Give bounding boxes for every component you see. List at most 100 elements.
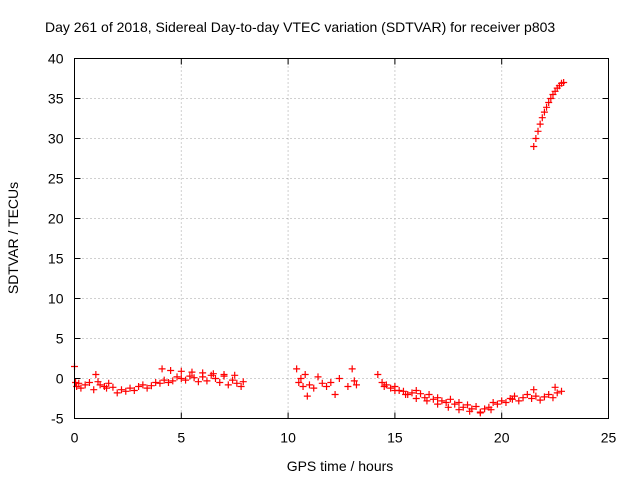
x-tick-label: 0	[71, 430, 79, 446]
data-point	[169, 377, 177, 385]
data-point	[323, 383, 331, 390]
data-point	[239, 378, 247, 386]
data-point	[538, 114, 546, 122]
data-point	[412, 387, 420, 394]
data-point	[536, 396, 544, 404]
grid	[74, 58, 609, 419]
x-tick-label: 5	[177, 430, 185, 446]
y-axis-label: SDTVAR / TECUs	[5, 182, 21, 294]
data-point	[310, 384, 318, 392]
data-point	[350, 377, 358, 385]
data-point	[105, 379, 113, 387]
data-point	[391, 387, 399, 394]
data-point	[122, 387, 130, 395]
data-point	[72, 379, 80, 386]
data-point	[442, 399, 450, 406]
y-tick-label: 0	[56, 371, 64, 387]
data-point	[532, 135, 540, 142]
data-point	[412, 395, 420, 402]
y-tick-label: 15	[48, 251, 64, 267]
y-tick-label: 30	[48, 131, 64, 147]
x-tick-label: 20	[494, 430, 510, 446]
plot-frame	[74, 58, 609, 419]
data-point	[143, 384, 151, 392]
y-tick-label: 40	[48, 51, 64, 67]
data-point	[81, 381, 89, 389]
data-point	[402, 391, 410, 398]
data-point	[224, 381, 232, 389]
data-point	[560, 79, 568, 86]
data-point	[203, 377, 211, 385]
data-point	[408, 389, 416, 397]
data-point	[519, 394, 527, 402]
data-point	[502, 399, 510, 406]
data-point	[508, 395, 516, 403]
y-tick-label: 35	[48, 91, 64, 107]
data-point	[156, 379, 164, 387]
data-point	[425, 391, 433, 398]
data-point	[126, 384, 134, 392]
data-point	[523, 391, 531, 398]
data-point	[532, 392, 540, 400]
data-point	[297, 375, 305, 382]
data-point	[158, 365, 166, 373]
data-point	[344, 383, 352, 390]
data-point	[96, 381, 104, 389]
y-tick-label: 20	[48, 211, 64, 227]
data-point	[177, 375, 185, 382]
data-point	[466, 407, 474, 415]
data-point	[434, 394, 442, 402]
data-point	[190, 374, 198, 382]
x-axis-label: GPS time / hours	[287, 458, 394, 474]
y-tick-label: 10	[48, 291, 64, 307]
data-point	[423, 397, 431, 405]
data-point	[476, 409, 484, 417]
data-point	[558, 387, 566, 395]
data-point	[237, 383, 245, 390]
data-point	[444, 403, 452, 411]
data-point	[135, 383, 143, 390]
data-point	[455, 399, 463, 406]
data-point	[387, 384, 395, 392]
data-point	[352, 381, 360, 389]
data-point	[459, 403, 467, 411]
data-point	[487, 406, 495, 414]
data-point	[545, 391, 553, 398]
data-point	[348, 365, 356, 373]
data-point	[434, 400, 442, 408]
data-point	[216, 379, 224, 386]
data-point	[229, 376, 237, 384]
data-point	[85, 379, 93, 386]
x-tick-label: 15	[387, 430, 403, 446]
data-point	[220, 371, 228, 378]
y-tick-label: -5	[51, 411, 64, 427]
data-point	[530, 143, 538, 150]
data-point	[182, 376, 190, 384]
data-point	[547, 95, 555, 102]
data-point	[455, 406, 463, 414]
data-point	[113, 389, 121, 397]
data-point	[534, 127, 542, 135]
y-tick-label: 25	[48, 171, 64, 187]
data-point	[446, 395, 454, 403]
data-point	[117, 386, 125, 394]
data-point	[540, 393, 548, 401]
data-point	[327, 379, 335, 386]
data-point	[147, 382, 155, 390]
data-point	[211, 375, 219, 382]
data-point	[199, 369, 207, 377]
data-point	[295, 379, 303, 386]
data-point	[233, 379, 241, 387]
data-point	[173, 373, 181, 381]
x-tick-label: 10	[280, 430, 296, 446]
data-point	[438, 397, 446, 405]
data-point	[551, 383, 559, 391]
data-point	[472, 403, 480, 410]
data-point	[498, 397, 506, 405]
data-point	[188, 368, 196, 376]
data-point	[177, 367, 185, 375]
data-point	[301, 371, 309, 378]
axis-ticks: 0 5 10 15 20 25 -5 0 5 10 15 20 25 30 35 40	[48, 51, 617, 446]
data-point	[464, 401, 472, 409]
